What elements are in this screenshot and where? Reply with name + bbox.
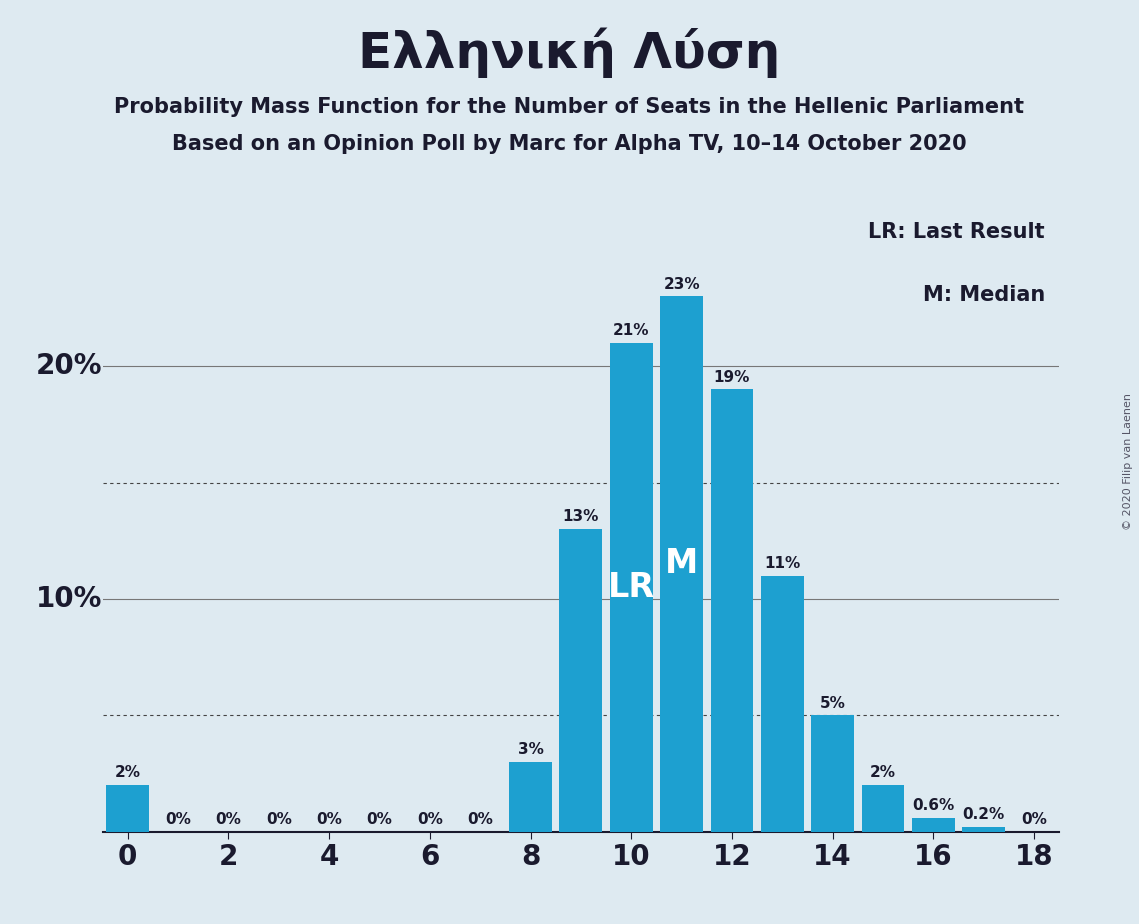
Text: 0%: 0% <box>265 812 292 827</box>
Text: 0%: 0% <box>367 812 393 827</box>
Text: 13%: 13% <box>563 509 599 525</box>
Bar <box>912 818 954 832</box>
Text: 21%: 21% <box>613 323 649 338</box>
Bar <box>962 827 1005 832</box>
Text: 2%: 2% <box>115 765 141 781</box>
Bar <box>509 761 552 832</box>
Text: M: Median: M: Median <box>923 285 1044 305</box>
Text: 0%: 0% <box>417 812 443 827</box>
Text: 0%: 0% <box>467 812 493 827</box>
Text: 0%: 0% <box>165 812 191 827</box>
Text: 0%: 0% <box>317 812 342 827</box>
Text: 0.2%: 0.2% <box>962 808 1005 822</box>
Bar <box>609 343 653 832</box>
Bar <box>711 389 753 832</box>
Text: 20%: 20% <box>36 352 103 380</box>
Text: Based on an Opinion Poll by Marc for Alpha TV, 10–14 October 2020: Based on an Opinion Poll by Marc for Alp… <box>172 134 967 154</box>
Bar <box>761 576 804 832</box>
Text: 19%: 19% <box>714 370 751 384</box>
Bar <box>861 785 904 832</box>
Text: Ελληνική Λύση: Ελληνική Λύση <box>359 28 780 79</box>
Text: 3%: 3% <box>517 742 543 757</box>
Text: LR: Last Result: LR: Last Result <box>868 222 1044 242</box>
Text: 0%: 0% <box>215 812 241 827</box>
Text: 0%: 0% <box>1022 812 1047 827</box>
Text: Probability Mass Function for the Number of Seats in the Hellenic Parliament: Probability Mass Function for the Number… <box>115 97 1024 117</box>
Text: M: M <box>665 548 698 580</box>
Text: 10%: 10% <box>36 585 103 613</box>
Bar <box>106 785 149 832</box>
Text: 5%: 5% <box>820 696 845 711</box>
Text: 2%: 2% <box>870 765 896 781</box>
Text: 0.6%: 0.6% <box>912 798 954 813</box>
Text: LR: LR <box>608 571 655 603</box>
Bar <box>811 715 854 832</box>
Bar <box>661 297 703 832</box>
Bar <box>559 529 603 832</box>
Text: 23%: 23% <box>663 276 699 292</box>
Text: 11%: 11% <box>764 556 801 571</box>
Text: © 2020 Filip van Laenen: © 2020 Filip van Laenen <box>1123 394 1133 530</box>
